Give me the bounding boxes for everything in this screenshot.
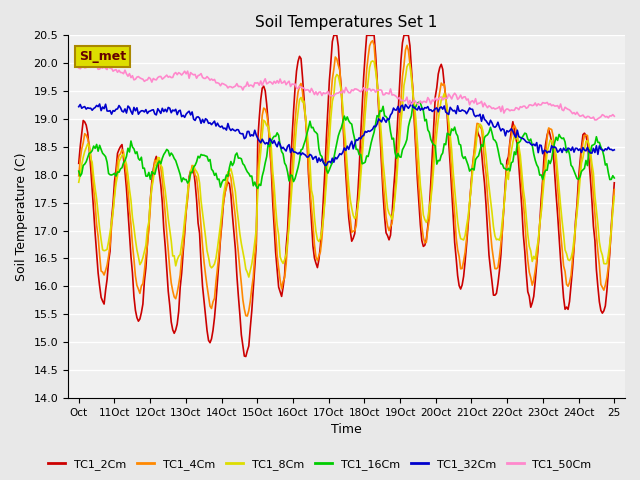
TC1_2Cm [263,101,271,107]
Line: TC1_4Cm: TC1_4Cm [79,41,614,316]
TC1_32Cm [309,156,317,162]
Line: TC1_8Cm: TC1_8Cm [79,61,614,277]
TC1_2Cm [584,140,591,145]
TC1_32Cm [141,109,148,115]
TC1_8Cm [234,217,242,223]
TC1_4Cm [369,38,376,44]
TC1_8Cm [584,138,591,144]
TC1_8Cm [263,123,271,129]
TC1_50Cm [142,77,150,83]
TC1_50Cm [75,65,83,71]
TC1_50Cm [254,80,262,85]
TC1_2Cm [330,33,338,38]
TC1_16Cm [263,154,271,159]
TC1_16Cm [75,168,83,174]
TC1_4Cm [310,241,318,247]
TC1_32Cm [584,144,591,150]
TC1_32Cm [323,163,330,168]
Line: TC1_16Cm: TC1_16Cm [79,102,614,189]
TC1_8Cm [75,180,83,185]
TC1_2Cm [234,293,242,299]
TC1_50Cm [611,113,618,119]
TC1_16Cm [584,163,591,168]
TC1_8Cm [245,274,253,280]
TC1_8Cm [141,249,148,254]
Line: TC1_50Cm: TC1_50Cm [79,64,614,120]
TC1_2Cm [141,278,148,284]
TC1_32Cm [234,127,242,132]
TC1_4Cm [263,111,271,117]
TC1_16Cm [252,183,260,189]
TC1_8Cm [611,193,618,199]
TC1_16Cm [141,165,148,171]
TC1_4Cm [243,313,251,319]
TC1_8Cm [310,214,318,220]
Legend: TC1_2Cm, TC1_4Cm, TC1_8Cm, TC1_16Cm, TC1_32Cm, TC1_50Cm: TC1_2Cm, TC1_4Cm, TC1_8Cm, TC1_16Cm, TC1… [44,455,596,474]
TC1_16Cm [254,186,262,192]
TC1_2Cm [242,354,250,360]
TC1_16Cm [234,155,242,161]
Title: Soil Temperatures Set 1: Soil Temperatures Set 1 [255,15,438,30]
TC1_32Cm [75,104,83,109]
TC1_32Cm [252,132,260,138]
TC1_4Cm [75,173,83,179]
TC1_2Cm [611,180,618,186]
TC1_32Cm [611,147,618,153]
TC1_2Cm [310,255,318,261]
TC1_50Cm [582,115,590,120]
TC1_4Cm [611,187,618,192]
TC1_16Cm [611,175,618,181]
TC1_32Cm [261,141,269,147]
Text: SI_met: SI_met [79,50,126,63]
TC1_4Cm [254,169,262,175]
TC1_4Cm [141,268,148,274]
TC1_8Cm [254,189,262,195]
TC1_50Cm [84,61,92,67]
Y-axis label: Soil Temperature (C): Soil Temperature (C) [15,152,28,281]
Line: TC1_32Cm: TC1_32Cm [79,103,614,166]
TC1_4Cm [584,132,591,138]
TC1_50Cm [263,81,271,87]
TC1_32Cm [408,100,415,106]
TC1_16Cm [310,128,318,134]
Line: TC1_2Cm: TC1_2Cm [79,36,614,357]
TC1_8Cm [369,58,376,64]
TC1_50Cm [591,117,599,123]
TC1_4Cm [234,250,242,256]
X-axis label: Time: Time [331,423,362,436]
TC1_2Cm [75,160,83,166]
TC1_2Cm [254,137,262,143]
TC1_50Cm [236,84,244,89]
TC1_50Cm [310,92,318,97]
TC1_16Cm [415,99,422,105]
